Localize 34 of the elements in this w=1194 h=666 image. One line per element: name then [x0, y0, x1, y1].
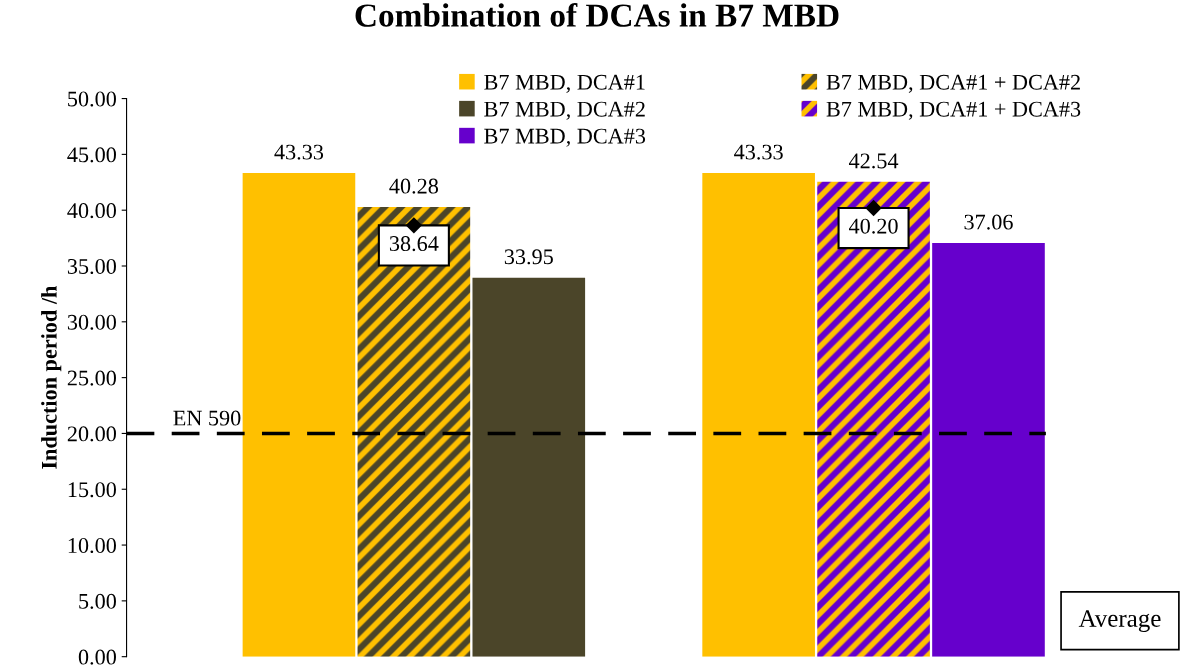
data-label: 38.64: [389, 236, 439, 252]
data-label: 43.33: [734, 144, 783, 160]
data-label: 40.28: [389, 178, 439, 194]
bar: [242, 173, 356, 657]
data-label: 33.95: [504, 249, 553, 265]
data-label: 42.54: [848, 153, 899, 169]
legend-label: B7 MBD, DCA#3: [484, 128, 646, 147]
text: Average: [1078, 610, 1161, 633]
y-tick-label: 10.00: [68, 537, 116, 554]
chart-title: Combination of DCAs in B7 MBD: [355, 2, 839, 27]
y-tick-label: 35.00: [67, 258, 116, 275]
y-tick-label: 5.00: [79, 593, 116, 609]
data-label: 37.06: [964, 214, 1013, 230]
bar: [357, 207, 471, 657]
bar: [472, 277, 586, 657]
y-tick-label: 15.00: [68, 482, 116, 498]
y-tick-label: 50.00: [68, 91, 116, 107]
legend-label: B7 MBD, DCA#1: [484, 74, 645, 93]
y-tick-label: 25.00: [67, 370, 116, 386]
y-tick-label: 20.00: [67, 426, 116, 442]
y-tick-label: 45.00: [67, 147, 116, 163]
legend-label: B7 MBD, DCA#1 + DCA#2: [826, 74, 1080, 93]
y-tick-label: 0.00: [78, 649, 116, 665]
y-tick-label: 30.00: [67, 314, 116, 330]
bar: [932, 243, 1045, 657]
legend-label: B7 MBD, DCA#2: [484, 101, 645, 120]
ref-line-label: EN 590: [173, 410, 241, 426]
y-tick-label: 40.00: [67, 203, 116, 219]
y-axis-title: Induction period /h: [41, 285, 62, 469]
data-label: 43.33: [274, 144, 324, 160]
legend-label: B7 MBD, DCA#1 + DCA#3: [826, 101, 1081, 120]
bar: [817, 181, 930, 657]
data-label: 40.20: [848, 218, 898, 234]
bar: [702, 173, 815, 657]
